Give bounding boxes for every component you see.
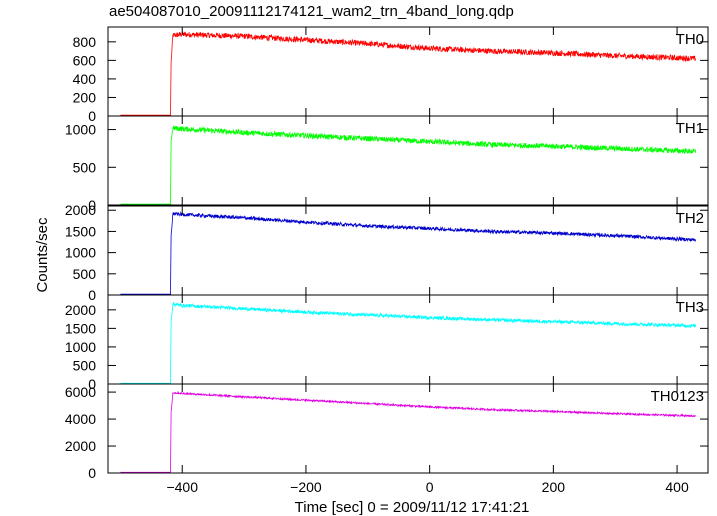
y-tick-label: 0 xyxy=(88,197,96,213)
panel-th3: 0 500 1000 1500 2000 TH3 xyxy=(65,294,709,392)
panel-frame xyxy=(107,205,709,296)
y-tick-label: 0 xyxy=(88,376,96,392)
y-tick-label: 1500 xyxy=(65,223,96,239)
x-tick-label: −400 xyxy=(166,479,198,495)
y-tick-label: 6000 xyxy=(65,384,96,400)
y-tick-label: 2000 xyxy=(65,202,96,218)
panel-label: TH3 xyxy=(676,299,704,316)
panel-frame xyxy=(107,115,709,206)
x-tick-label: 200 xyxy=(542,479,566,495)
y-axis-label: Counts/sec xyxy=(34,217,51,293)
chart-title: ae504087010_20091112174121_wam2_trn_4ban… xyxy=(109,3,514,20)
x-axis-label: Time [sec] 0 = 2009/11/12 17:41:21 xyxy=(295,499,530,516)
x-tick-label: −200 xyxy=(290,479,322,495)
y-tick-label: 2000 xyxy=(65,438,96,454)
panel-th0: 0 200 400 600 800 TH0 xyxy=(73,26,709,124)
y-tick-label: 800 xyxy=(73,34,97,50)
y-tick-label: 1000 xyxy=(65,339,96,355)
y-tick-label: 500 xyxy=(73,357,97,373)
y-tick-label: 500 xyxy=(73,159,97,175)
panel-label: TH2 xyxy=(676,210,704,227)
y-tick-label: 1000 xyxy=(65,245,96,261)
panel-label: TH0123 xyxy=(651,388,704,405)
series-line-th0 xyxy=(120,31,696,116)
panel-label: TH0 xyxy=(676,31,704,48)
y-tick-label: 0 xyxy=(88,287,96,303)
y-tick-label: 0 xyxy=(88,108,96,124)
panel-th1: 0 500 1000 TH1 xyxy=(65,115,709,213)
panels: 0 200 400 600 800 TH0 0 500 1000 TH1 0 500 1000 1500 2… xyxy=(65,26,709,495)
x-tick-label: 0 xyxy=(426,479,434,495)
y-tick-label: 0 xyxy=(88,465,96,481)
series-line-th0123 xyxy=(120,390,696,473)
y-tick-label: 600 xyxy=(73,52,97,68)
series-line-th1 xyxy=(120,125,696,205)
x-tick-label: 400 xyxy=(665,479,689,495)
y-tick-label: 500 xyxy=(73,266,97,282)
panel-frame xyxy=(107,383,709,474)
panel-th2: 0 500 1000 1500 2000 TH2 xyxy=(65,202,709,303)
y-tick-label: 200 xyxy=(73,89,97,105)
panel-label: TH1 xyxy=(676,120,704,137)
y-tick-label: 400 xyxy=(73,71,97,87)
panel-frame xyxy=(107,26,709,117)
y-tick-label: 1000 xyxy=(65,122,96,138)
series-line-th3 xyxy=(120,301,696,384)
y-tick-label: 4000 xyxy=(65,411,96,427)
y-tick-label: 1500 xyxy=(65,320,96,336)
y-tick-label: 2000 xyxy=(65,302,96,318)
panel-frame xyxy=(107,294,709,385)
series-line-th2 xyxy=(120,211,696,295)
panel-th0123: 0 2000 4000 6000 TH0123 xyxy=(65,383,709,481)
